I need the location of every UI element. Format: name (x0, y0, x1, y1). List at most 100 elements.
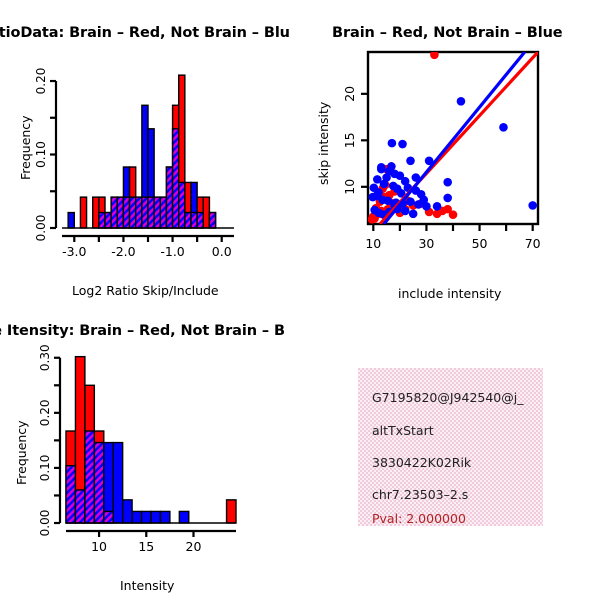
scatter-point (379, 179, 389, 189)
histogram-bar (93, 430, 105, 524)
tick-label: 0.20 (38, 399, 52, 426)
tick-label: 15 (342, 132, 357, 148)
scatter-point (528, 201, 537, 210)
histogram-bar (165, 166, 174, 229)
tick-label: 0.00 (34, 215, 48, 242)
scatter-point (387, 138, 397, 148)
tick-label: -2.0 (111, 244, 135, 259)
annotation-line-id: G7195820@J942540@j_ (372, 390, 524, 405)
histogram-bar (178, 510, 190, 524)
histogram-bar (79, 196, 88, 229)
histogram-bar (128, 166, 137, 229)
scatter-title: Brain – Red, Not Brain – Blue (332, 25, 563, 41)
histogram-bar (150, 510, 162, 524)
histogram-bar (112, 441, 124, 524)
panel-intensity-histogram: ne Itensity: Brain – Red, Not Brain – B … (0, 300, 300, 600)
intensity-histogram-plot: 0.00 0.10 0.20 0.30 10 15 20 (38, 344, 237, 554)
histogram-bar (225, 499, 237, 524)
scatter-point (400, 206, 410, 216)
intensity-histogram-xlabel: Intensity (120, 578, 175, 593)
histogram-bar (116, 196, 125, 229)
scatter-point (376, 162, 386, 172)
scatter-xlabel: include intensity (398, 286, 502, 301)
scatter-point (499, 123, 508, 132)
annotation-line-gene: 3830422K02Rik (372, 455, 472, 470)
tick-label: -3.0 (62, 244, 86, 259)
histogram-bar (131, 510, 143, 524)
scatter-point (382, 173, 391, 182)
histogram-bar (103, 441, 114, 524)
tick-label: 30 (418, 236, 434, 251)
tick-label: 70 (525, 236, 541, 251)
histogram-bar (110, 196, 118, 229)
histogram-bar (178, 74, 186, 229)
histogram-bar (202, 196, 211, 229)
tick-label: 0.10 (34, 141, 48, 168)
tick-label: 20 (186, 539, 202, 554)
histogram-bar (196, 196, 204, 229)
scatter-point (372, 175, 382, 184)
scatter-point (419, 195, 429, 205)
histogram-bar (159, 196, 168, 229)
scatter-point (422, 202, 431, 211)
scatter-point (395, 171, 405, 180)
tick-label: 0.20 (34, 68, 48, 95)
ratio-histogram-plot: 0.00 0.10 0.20 -3.0 -2.0 -1.0 0.0 (34, 68, 234, 259)
annotation-line-event: altTxStart (372, 423, 434, 438)
scatter-point (406, 197, 415, 206)
histogram-bar (84, 384, 96, 524)
tick-label: 50 (472, 236, 488, 251)
annotation-pval: Pval: 2.000000 (372, 511, 466, 526)
tick-label: 10 (342, 179, 357, 195)
tick-label: 0.0 (212, 244, 232, 259)
ratio-histogram-title: RatioData: Brain – Red, Not Brain – Blu (0, 25, 290, 41)
histogram-bar (65, 430, 77, 524)
tick-label: -1.0 (160, 244, 184, 259)
histogram-bar (121, 499, 133, 524)
histogram-bar (190, 181, 198, 229)
histogram-bar (159, 510, 171, 524)
tick-label: 15 (138, 539, 154, 554)
histogram-bar (171, 104, 180, 229)
histogram-bar (208, 211, 217, 229)
scatter-point (443, 177, 452, 187)
annotation-box: G7195820@J942540@j_ altTxStart 3830422K0… (358, 368, 543, 526)
histogram-bar (184, 181, 192, 229)
scatter-point (400, 176, 410, 186)
scatter-point (408, 209, 418, 219)
tick-label: 10 (365, 236, 381, 251)
histogram-bar (147, 128, 155, 229)
histogram-bar (153, 196, 161, 229)
panel-intensity-scatter: Brain – Red, Not Brain – Blue skip inten… (300, 0, 600, 301)
tick-label: 10 (91, 539, 107, 554)
histogram-bar (92, 196, 100, 229)
scatter-point (448, 210, 458, 220)
scatter-point (456, 96, 466, 106)
annotation-line-locus: chr7.23503–2.s (372, 487, 469, 502)
scatter-point (443, 193, 452, 203)
histogram-bar (140, 510, 152, 524)
histogram-bar (135, 196, 143, 229)
histogram-bar (74, 355, 86, 524)
histogram-bar (122, 166, 131, 229)
tick-label: 0.30 (38, 344, 52, 371)
intensity-histogram-title: ne Itensity: Brain – Red, Not Brain – B (0, 323, 285, 339)
histogram-bar (67, 211, 75, 229)
scatter-point (387, 162, 396, 171)
scatter-point (406, 156, 415, 166)
ratio-histogram-xlabel: Log2 Ratio Skip/Include (72, 283, 219, 298)
scatter-point (368, 192, 378, 202)
scatter-point (424, 156, 434, 166)
scatter-point (411, 173, 421, 182)
scatter-point (396, 189, 406, 198)
scatter-point (432, 202, 442, 211)
tick-label: 0.10 (38, 455, 52, 482)
panel-ratio-histogram: RatioData: Brain – Red, Not Brain – Blu … (0, 0, 300, 300)
scatter-point (369, 183, 379, 193)
scatter-point (383, 196, 393, 206)
tick-label: 0.00 (38, 510, 52, 537)
regression-line (382, 52, 526, 224)
histogram-bar (104, 211, 112, 229)
scatter-point (398, 139, 407, 149)
tick-label: 20 (342, 86, 357, 102)
